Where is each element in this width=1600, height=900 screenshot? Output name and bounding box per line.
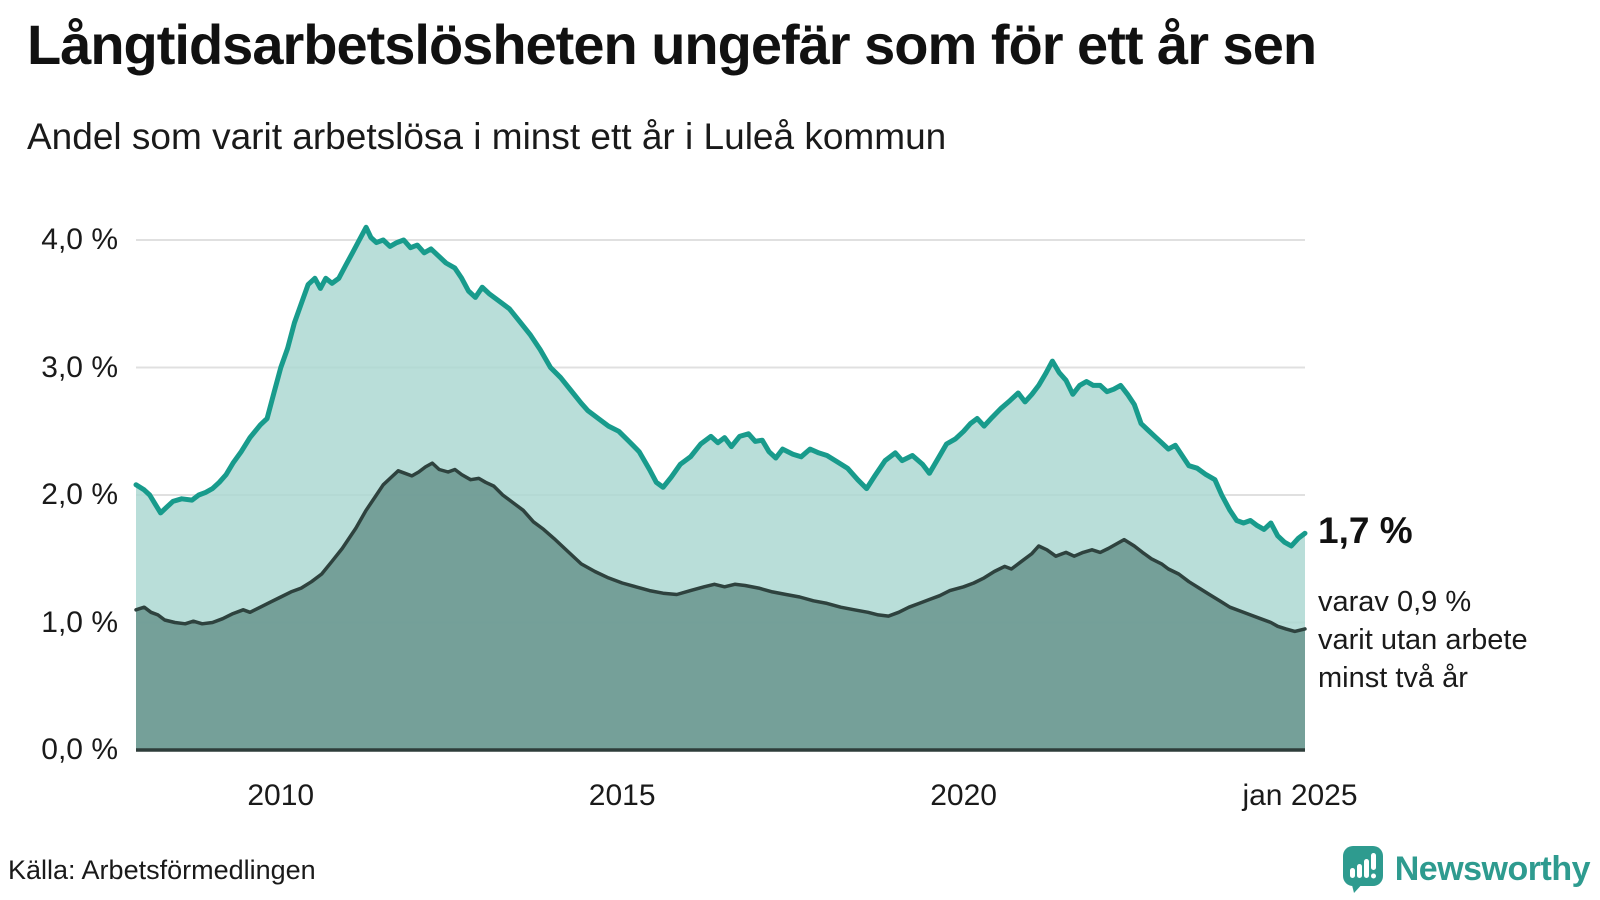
x-tick-label: 2015 (588, 779, 656, 812)
y-tick-label: 1,0 % (41, 605, 118, 639)
end-detail-line: varit utan arbete (1318, 624, 1528, 656)
y-tick-label: 0,0 % (41, 733, 118, 766)
x-tick-label: jan 2025 (1242, 779, 1358, 812)
end-annotation: 1,7 % varav 0,9 % varit utan arbete mins… (1318, 510, 1588, 697)
source-note: Källa: Arbetsförmedlingen (8, 855, 316, 885)
x-tick-label: 2010 (247, 779, 315, 812)
end-value-detail: varav 0,9 % varit utan arbete minst två … (1318, 583, 1588, 697)
newsworthy-logo-text: Newsworthy (1394, 849, 1591, 888)
x-tick-label: 2020 (930, 779, 997, 812)
page-title: Långtidsarbetslösheten ungefär som för e… (27, 13, 1317, 76)
y-tick-label: 2,0 % (41, 478, 118, 511)
newsworthy-logo: Newsworthy (1342, 845, 1591, 893)
end-value-label: 1,7 % (1318, 510, 1413, 551)
end-detail-line: minst två år (1318, 662, 1468, 694)
end-detail-line: varav 0,9 % (1318, 586, 1472, 618)
series-area-two-years (136, 463, 1305, 750)
y-tick-label: 4,0 % (41, 223, 118, 256)
series-line-two-years (134, 461, 1307, 634)
series-line-total (133, 224, 1308, 549)
y-tick-label: 3,0 % (41, 350, 118, 384)
newsworthy-logo-icon (1342, 846, 1383, 893)
page-subtitle: Andel som varit arbetslösa i minst ett å… (27, 116, 947, 157)
